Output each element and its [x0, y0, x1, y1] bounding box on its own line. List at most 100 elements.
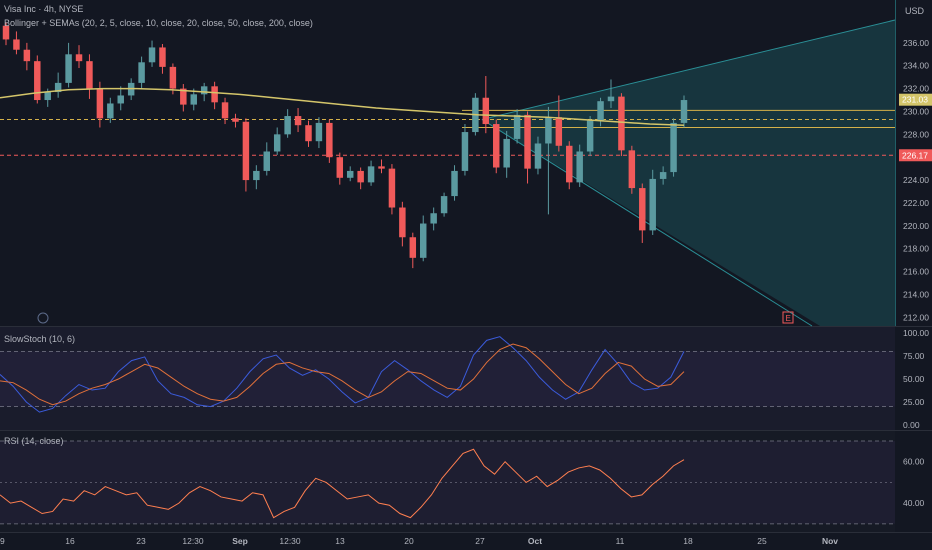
candle-body	[628, 150, 636, 189]
candle-body	[659, 172, 667, 179]
price-tick-label: 230.00	[903, 106, 929, 116]
price-tick-label: 234.00	[903, 61, 929, 71]
candle-body	[534, 143, 542, 169]
time-tick-label: 12:30	[279, 536, 301, 546]
candle-body	[242, 121, 250, 181]
candle-body	[190, 94, 197, 105]
time-tick-label: 23	[136, 536, 146, 546]
candle-body	[388, 168, 396, 208]
candle-body	[493, 124, 500, 168]
stoch-pane-bg	[0, 327, 895, 430]
stoch-tick-label: 75.00	[903, 351, 925, 361]
candle-body	[670, 122, 677, 173]
candle-body	[649, 178, 656, 231]
price-tick-label: 220.00	[903, 221, 929, 231]
candle-body	[253, 170, 260, 181]
candle-body	[566, 145, 573, 183]
candle-body	[419, 223, 427, 258]
price-tick-label: 224.00	[903, 175, 929, 185]
candle-body	[357, 170, 364, 183]
price-badge	[899, 93, 932, 106]
candle-body	[409, 237, 417, 258]
candle-body	[336, 157, 344, 178]
candle-body	[180, 88, 187, 105]
price-tick-label: 236.00	[903, 38, 929, 48]
time-tick-label: 25	[757, 536, 767, 546]
candle-body	[503, 138, 510, 168]
candle-body	[576, 151, 583, 183]
currency-label: USD	[904, 6, 924, 16]
projection-fan-area	[482, 20, 895, 326]
price-tick-label: 232.00	[903, 84, 929, 94]
candle-body	[597, 101, 604, 121]
stoch-tick-label: 25.00	[903, 397, 925, 407]
candle-body	[13, 39, 20, 50]
candle-body	[545, 117, 552, 144]
fan-edge	[895, 0, 896, 326]
candle-body	[305, 125, 312, 142]
candle-body	[680, 100, 688, 123]
candle-body	[86, 61, 93, 89]
candle-body	[513, 114, 521, 139]
time-tick-label: 27	[475, 536, 485, 546]
candle-body	[607, 96, 615, 102]
candle-body	[263, 151, 271, 171]
candle-body	[378, 166, 385, 169]
time-tick-label: Nov	[822, 536, 838, 546]
candle-body	[211, 86, 218, 103]
candle-body	[75, 54, 83, 62]
price-tick-label: 212.00	[903, 312, 929, 322]
candle-body	[482, 97, 490, 125]
stoch-tick-label: 100.00	[903, 328, 929, 338]
candle-body	[639, 188, 646, 231]
earnings-marker-icon	[37, 312, 49, 324]
candle-body	[96, 88, 104, 119]
time-tick-label: 13	[335, 536, 345, 546]
time-tick-label: 9	[0, 536, 5, 546]
time-tick-label: 16	[65, 536, 75, 546]
time-tick-label: 20	[404, 536, 414, 546]
candle-body	[461, 132, 469, 171]
time-tick-label: Sep	[232, 536, 248, 546]
price-badge-label: 226.17	[902, 150, 928, 160]
rsi-band-fill	[0, 441, 895, 524]
time-tick-label: Oct	[528, 536, 542, 546]
candle-body	[618, 96, 625, 151]
candle-body	[2, 25, 10, 40]
stoch-line	[0, 343, 685, 406]
rsi-line	[0, 448, 685, 519]
time-tick-label: 12:30	[182, 536, 204, 546]
price-tick-label: 216.00	[903, 267, 929, 277]
candle-body	[54, 82, 62, 93]
candle-body	[440, 196, 448, 214]
indicator-legend: Bollinger + SEMAs (20, 2, 5, close, 10, …	[4, 18, 313, 28]
price-badge-label: 231.03	[902, 95, 928, 105]
candle-body	[346, 170, 354, 178]
chart-title: Visa Inc · 4h, NYSE	[4, 4, 84, 14]
event-marker-label: E	[786, 314, 791, 323]
stoch-tick-label: 0.00	[903, 420, 920, 430]
price-tick-label: 218.00	[903, 244, 929, 254]
price-tick-label: 214.00	[903, 289, 929, 299]
stoch-pane-title: SlowStoch (10, 6)	[4, 334, 76, 344]
event-marker-icon	[782, 311, 794, 324]
candle-body	[232, 118, 239, 122]
candle-body	[107, 103, 114, 119]
candle-body	[326, 122, 333, 158]
rsi-pane-bg	[0, 431, 895, 532]
candle-body	[430, 213, 437, 224]
candle-body	[169, 66, 177, 89]
candle-body	[200, 86, 208, 95]
stoch-tick-label: 50.00	[903, 374, 925, 384]
time-tick-label: 11	[616, 536, 625, 546]
candle-body	[273, 134, 281, 152]
candle-body	[34, 61, 41, 101]
candle-body	[555, 117, 563, 146]
candle-body	[44, 92, 51, 101]
candle-body	[586, 120, 594, 152]
candle-body	[221, 102, 229, 119]
rsi-pane-title: RSI (14, close)	[4, 436, 64, 446]
candle-body	[315, 122, 323, 142]
candle-body	[294, 116, 302, 126]
